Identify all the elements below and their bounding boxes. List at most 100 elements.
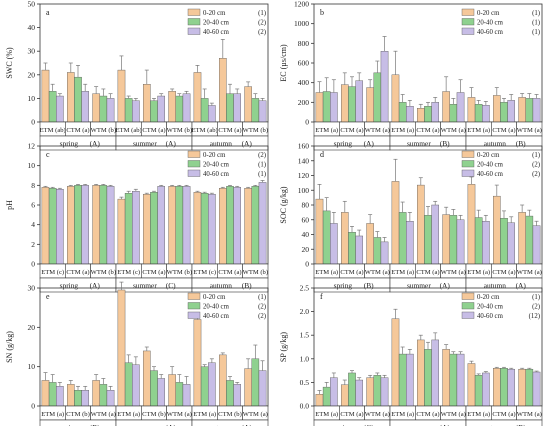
group-label: WTM (a)	[91, 411, 116, 418]
group-label: CTM (a)	[218, 127, 241, 134]
bar	[99, 185, 108, 265]
group-label: ETM (ab)	[40, 127, 66, 134]
group-label: WTM (a)	[167, 411, 192, 418]
bar	[348, 86, 356, 123]
bar	[341, 84, 349, 123]
bar	[406, 106, 414, 123]
bar	[474, 375, 483, 407]
bar	[391, 181, 400, 265]
bar	[200, 98, 209, 123]
bar	[182, 384, 191, 407]
bar	[66, 72, 75, 123]
bar	[193, 72, 202, 123]
group-label: CTM (a)	[142, 269, 165, 276]
season-box	[313, 419, 391, 426]
legend-significance: (2)	[532, 304, 540, 311]
bar	[132, 191, 140, 265]
bar	[424, 349, 432, 407]
panel-letter: d	[320, 150, 324, 159]
group-label: ETM (a)	[467, 269, 490, 276]
season-significance: (C)	[364, 423, 374, 426]
bar	[142, 350, 151, 407]
bar	[56, 95, 64, 123]
bar	[200, 192, 209, 265]
legend-significance: (1)	[258, 162, 266, 169]
legend-label: 40-60 cm	[477, 29, 504, 36]
season-box	[191, 135, 269, 151]
legend-significance: (1)	[258, 294, 266, 301]
bar	[251, 98, 260, 123]
group-label: WTM (b)	[243, 127, 268, 134]
season-significance: (B)	[242, 281, 252, 290]
bar	[373, 237, 382, 265]
legend-swatch	[187, 27, 201, 35]
group-label: ETM (a)	[315, 411, 338, 418]
legend-significance: (1)	[532, 152, 540, 159]
bar	[124, 192, 133, 265]
bar	[208, 105, 216, 123]
panel-letter: b	[320, 8, 324, 17]
group-label: WTM (a)	[441, 411, 466, 418]
bar	[507, 222, 516, 265]
bar	[330, 92, 338, 123]
group-label: ETM (a)	[391, 269, 414, 276]
bar	[355, 235, 364, 265]
bar	[398, 212, 407, 265]
bar	[258, 370, 267, 407]
legend-label: 40-60 cm	[203, 313, 230, 320]
bar	[424, 106, 432, 123]
season-significance: (B)	[364, 281, 374, 290]
legend-swatch	[187, 150, 201, 158]
season-name: autumn	[210, 281, 232, 290]
bar	[391, 318, 400, 407]
bar	[442, 214, 450, 265]
season-box	[465, 419, 543, 426]
bar	[518, 212, 526, 265]
bar	[74, 390, 82, 407]
group-label: ETM (c)	[117, 269, 140, 276]
bar	[482, 105, 490, 123]
bar	[341, 384, 349, 407]
group-label: CTM (a)	[416, 127, 439, 134]
group-label: WTM (a)	[365, 269, 390, 276]
bar	[226, 93, 234, 123]
y-tick-label: 0	[31, 402, 35, 411]
bar	[218, 58, 227, 123]
bar	[157, 378, 166, 407]
bar	[99, 384, 108, 407]
bar	[507, 368, 516, 407]
season-significance: (A)	[440, 281, 451, 290]
bar	[157, 95, 166, 123]
legend-significance: (2)	[258, 152, 266, 159]
y-axis-label: pH	[5, 200, 14, 210]
bar	[456, 219, 465, 265]
bar	[500, 218, 508, 265]
bar	[74, 185, 82, 265]
season-significance: (A)	[166, 139, 177, 148]
y-tick-label: 1000	[294, 19, 309, 28]
bar	[142, 193, 151, 265]
bar	[532, 98, 541, 123]
group-label: ETM (a)	[467, 411, 490, 418]
bar	[251, 358, 260, 407]
bar	[341, 212, 349, 265]
bar	[380, 377, 389, 407]
bar	[66, 384, 75, 407]
y-tick-label: 160	[298, 142, 310, 151]
bar	[117, 289, 126, 407]
legend-significance: (12)	[529, 313, 540, 320]
season-significance: (B)	[440, 139, 450, 148]
y-tick-label: 10	[28, 161, 36, 170]
bar	[41, 187, 50, 265]
bar	[92, 93, 100, 123]
bar	[193, 319, 202, 407]
group-label: CTM (a)	[416, 269, 439, 276]
legend-swatch	[461, 292, 475, 300]
y-tick-label: 400	[298, 78, 310, 87]
group-label: WTM (b)	[91, 127, 116, 134]
bar	[322, 210, 331, 265]
group-label: CTM (a)	[492, 127, 515, 134]
bar	[132, 364, 140, 407]
